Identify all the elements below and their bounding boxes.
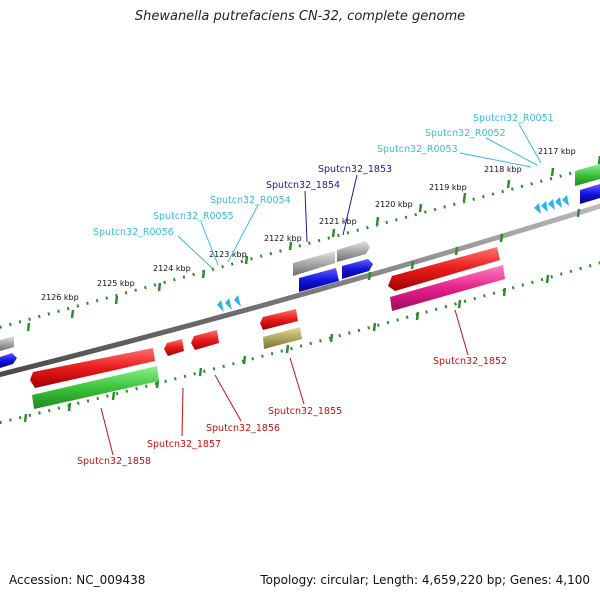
cds-green-forward[interactable] xyxy=(575,164,600,186)
tick-label-2124: 2124 kbp xyxy=(153,264,191,273)
cds-olive-1855[interactable] xyxy=(263,327,302,349)
gene-label-1856: Sputcn32_1856 xyxy=(206,423,280,434)
cds-pink-1852[interactable] xyxy=(390,265,505,311)
gene-label-1857: Sputcn32_1857 xyxy=(147,439,221,450)
rna-arrow xyxy=(555,197,562,208)
cds-blue-1853[interactable] xyxy=(342,259,373,279)
scale-track-inner xyxy=(0,261,600,425)
rna-arrow xyxy=(225,298,232,310)
tick-label-2119: 2119 kbp xyxy=(429,183,467,192)
cds-blue-forward[interactable] xyxy=(580,184,600,204)
rna-arrow xyxy=(562,195,569,206)
forward-strand-features xyxy=(0,164,600,368)
cds-red-1852[interactable] xyxy=(388,247,500,291)
cds-grey-1853[interactable] xyxy=(337,241,370,262)
gene-label-1852: Sputcn32_1852 xyxy=(433,356,507,367)
gene-label-1853: Sputcn32_1853 xyxy=(318,164,392,175)
rna-markers xyxy=(217,195,569,312)
major-ticks-inner xyxy=(23,274,550,423)
tick-label-2126: 2126 kbp xyxy=(41,293,79,302)
genome-backbone xyxy=(0,203,600,378)
cds-red-1857[interactable] xyxy=(164,339,184,356)
rna-arrow xyxy=(217,300,224,312)
map-title: Shewanella putrefaciens CN-32, complete … xyxy=(134,9,466,24)
cds-grey-left[interactable] xyxy=(0,336,14,351)
topology-text: Topology: circular; Length: 4,659,220 bp… xyxy=(260,573,590,587)
tick-label-2117: 2117 kbp xyxy=(538,147,576,156)
accession-text: Accession: NC_009438 xyxy=(9,573,146,587)
gene-label-1854: Sputcn32_1854 xyxy=(266,180,340,191)
scale-track-outer xyxy=(0,164,600,329)
gene-label-r0052: Sputcn32_R0052 xyxy=(425,128,506,139)
tick-label-2118: 2118 kbp xyxy=(484,165,522,174)
gene-label-r0055: Sputcn32_R0055 xyxy=(153,211,234,222)
label-leaders xyxy=(100,123,542,456)
rna-arrow xyxy=(541,201,548,212)
tick-label-2125: 2125 kbp xyxy=(97,279,135,288)
reverse-strand-features xyxy=(30,247,505,409)
gene-label-r0054: Sputcn32_R0054 xyxy=(210,195,291,206)
cds-red-1855[interactable] xyxy=(260,309,298,330)
rna-arrow xyxy=(548,199,555,210)
tick-label-2120: 2120 kbp xyxy=(375,200,413,209)
rna-arrow xyxy=(234,295,241,307)
cds-red-1856[interactable] xyxy=(191,330,219,350)
tick-label-2121: 2121 kbp xyxy=(319,217,357,226)
tick-label-2122: 2122 kbp xyxy=(264,234,302,243)
gene-label-1858: Sputcn32_1858 xyxy=(77,456,151,467)
cds-green-1858[interactable] xyxy=(32,366,159,409)
gene-label-r0051: Sputcn32_R0051 xyxy=(473,113,554,124)
cds-grey-1854[interactable] xyxy=(293,251,335,276)
cds-blue-left[interactable] xyxy=(0,353,17,368)
gene-label-r0056: Sputcn32_R0056 xyxy=(93,227,174,238)
tick-label-2123: 2123 kbp xyxy=(209,250,247,259)
gene-label-1855: Sputcn32_1855 xyxy=(268,406,342,417)
cds-red-1858[interactable] xyxy=(30,348,155,388)
gene-labels: Sputcn32_R0051 Sputcn32_R0052 Sputcn32_R… xyxy=(77,113,554,467)
kbp-labels: 2117 kbp 2118 kbp 2119 kbp 2120 kbp 2121… xyxy=(41,147,576,302)
rna-arrow xyxy=(534,203,541,214)
cds-blue-1854[interactable] xyxy=(299,268,339,292)
gene-label-r0053: Sputcn32_R0053 xyxy=(377,144,458,155)
